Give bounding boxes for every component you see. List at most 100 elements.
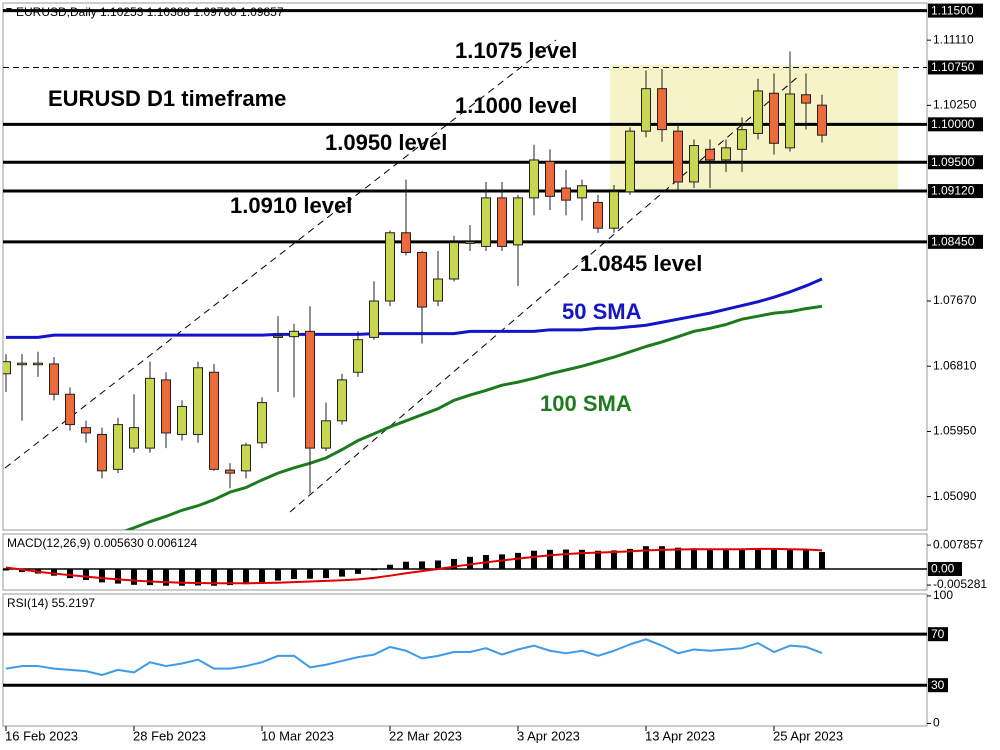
x-tick-label: 3 Apr 2023 [517, 728, 580, 743]
candle-body [497, 197, 507, 247]
candle-body [785, 93, 795, 149]
macd-bar [99, 569, 105, 583]
candle-body [545, 160, 555, 197]
candle-body [721, 147, 731, 161]
macd-bar [243, 569, 249, 585]
candle-body [33, 362, 43, 366]
macd-bar [371, 569, 377, 571]
macd-bar [163, 569, 169, 586]
macd-bar [259, 569, 265, 583]
candle-body [241, 444, 251, 472]
candle-body [161, 379, 171, 434]
candle-body [65, 393, 75, 426]
candle-body [481, 197, 491, 247]
candle-body [369, 300, 379, 338]
level-label: 30 [931, 678, 945, 692]
level-label: 0.00 [931, 562, 955, 576]
candle-body [177, 405, 187, 435]
macd-bar [147, 569, 153, 586]
macd-bar [115, 569, 121, 584]
candle-body [273, 335, 283, 338]
annotation: 100 SMA [540, 391, 632, 416]
macd-bar [611, 550, 617, 569]
level-label: 1.10000 [931, 117, 975, 131]
candle-body [657, 88, 667, 131]
level-label-box [928, 562, 962, 576]
macd-bar [819, 551, 825, 569]
macd-bar [403, 561, 409, 569]
y-tick-label: 0.007857 [933, 537, 983, 551]
channel-line [4, 39, 557, 469]
annotation: EURUSD D1 timeframe [48, 86, 286, 111]
macd-bar [131, 569, 137, 585]
macd-bar [307, 569, 313, 579]
annotation: 1.0845 level [580, 251, 702, 276]
macd-bar [51, 569, 57, 576]
candle-body [513, 197, 523, 246]
rsi-pane [2, 593, 928, 727]
line-series [123, 304, 823, 530]
candle-body [337, 379, 347, 422]
macd-bar [83, 569, 89, 580]
candle-body [769, 92, 779, 144]
candle-body [673, 130, 683, 183]
candle-body [353, 339, 363, 373]
candle-body [321, 420, 331, 449]
macd-bar [707, 548, 713, 569]
level-label-box [928, 155, 983, 170]
candle-body [113, 424, 123, 470]
macd-bar [435, 560, 441, 569]
candle-body [305, 330, 315, 449]
y-tick-label: 1.05950 [933, 424, 977, 438]
candle-body [561, 187, 571, 201]
candle-body [385, 232, 395, 302]
macd-bar [451, 558, 457, 569]
level-label: 70 [931, 627, 945, 641]
candle-body [17, 362, 27, 366]
macd-bar [499, 554, 505, 569]
macd-bar [227, 569, 233, 586]
line-series [6, 277, 823, 339]
macd-bar [595, 550, 601, 569]
macd-bar [211, 569, 217, 586]
candle-body [609, 191, 619, 229]
candle-body [737, 129, 747, 150]
candle-body [593, 201, 603, 229]
candle-body [289, 330, 299, 338]
x-tick-label: 25 Apr 2023 [773, 728, 843, 743]
y-tick-label: 0 [933, 716, 940, 730]
pane-marks [3, 546, 927, 586]
candle-body [129, 427, 139, 449]
candle-body [257, 402, 267, 444]
line-series [5, 547, 823, 585]
level-label-box [928, 678, 948, 693]
macd-bar [467, 556, 473, 569]
x-tick-label: 28 Feb 2023 [133, 728, 206, 743]
macd-bar [179, 569, 185, 586]
annotation: 1.1075 level [455, 38, 577, 63]
candle-body [145, 377, 155, 449]
candle-body [705, 148, 715, 161]
pane-marks [3, 9, 927, 530]
pane-marks [3, 632, 927, 687]
macd-bar [755, 548, 761, 569]
candle-body [225, 469, 235, 474]
y-tick-label: 1.06810 [933, 358, 977, 372]
level-label-box [928, 3, 983, 18]
macd-bar [419, 561, 425, 569]
macd-bar [739, 548, 745, 569]
pane-title: EURUSD,Daily 1.10253 1.10388 1.09760 1.0… [16, 5, 284, 19]
macd-bar [659, 546, 665, 569]
macd-bar [323, 569, 329, 579]
macd-bar [3, 569, 9, 571]
level-label: 1.11500 [931, 3, 974, 17]
candle-body [801, 94, 811, 104]
candle-body [689, 145, 699, 183]
macd-bar [643, 546, 649, 569]
candle-body [209, 371, 219, 470]
level-label-box [928, 60, 983, 75]
y-tick-label: 1.05090 [933, 489, 977, 503]
y-tick-label: 1.07670 [933, 293, 977, 307]
channel-line [289, 74, 801, 513]
